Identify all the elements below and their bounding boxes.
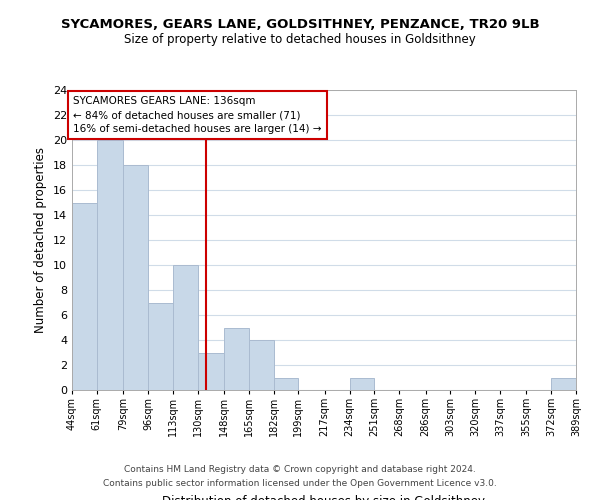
Bar <box>97 140 123 390</box>
Bar <box>274 378 298 390</box>
Y-axis label: Number of detached properties: Number of detached properties <box>34 147 47 333</box>
Text: Size of property relative to detached houses in Goldsithney: Size of property relative to detached ho… <box>124 32 476 46</box>
Bar <box>173 265 197 390</box>
Bar <box>197 352 224 390</box>
Bar <box>148 302 173 390</box>
X-axis label: Distribution of detached houses by size in Goldsithney: Distribution of detached houses by size … <box>163 494 485 500</box>
Text: Contains HM Land Registry data © Crown copyright and database right 2024.
Contai: Contains HM Land Registry data © Crown c… <box>103 466 497 487</box>
Bar <box>249 340 274 390</box>
Bar <box>551 378 576 390</box>
Bar <box>72 202 97 390</box>
Text: SYCAMORES, GEARS LANE, GOLDSITHNEY, PENZANCE, TR20 9LB: SYCAMORES, GEARS LANE, GOLDSITHNEY, PENZ… <box>61 18 539 30</box>
Bar <box>350 378 374 390</box>
Bar <box>123 165 148 390</box>
Bar <box>224 328 249 390</box>
Text: SYCAMORES GEARS LANE: 136sqm
← 84% of detached houses are smaller (71)
16% of se: SYCAMORES GEARS LANE: 136sqm ← 84% of de… <box>73 96 322 134</box>
